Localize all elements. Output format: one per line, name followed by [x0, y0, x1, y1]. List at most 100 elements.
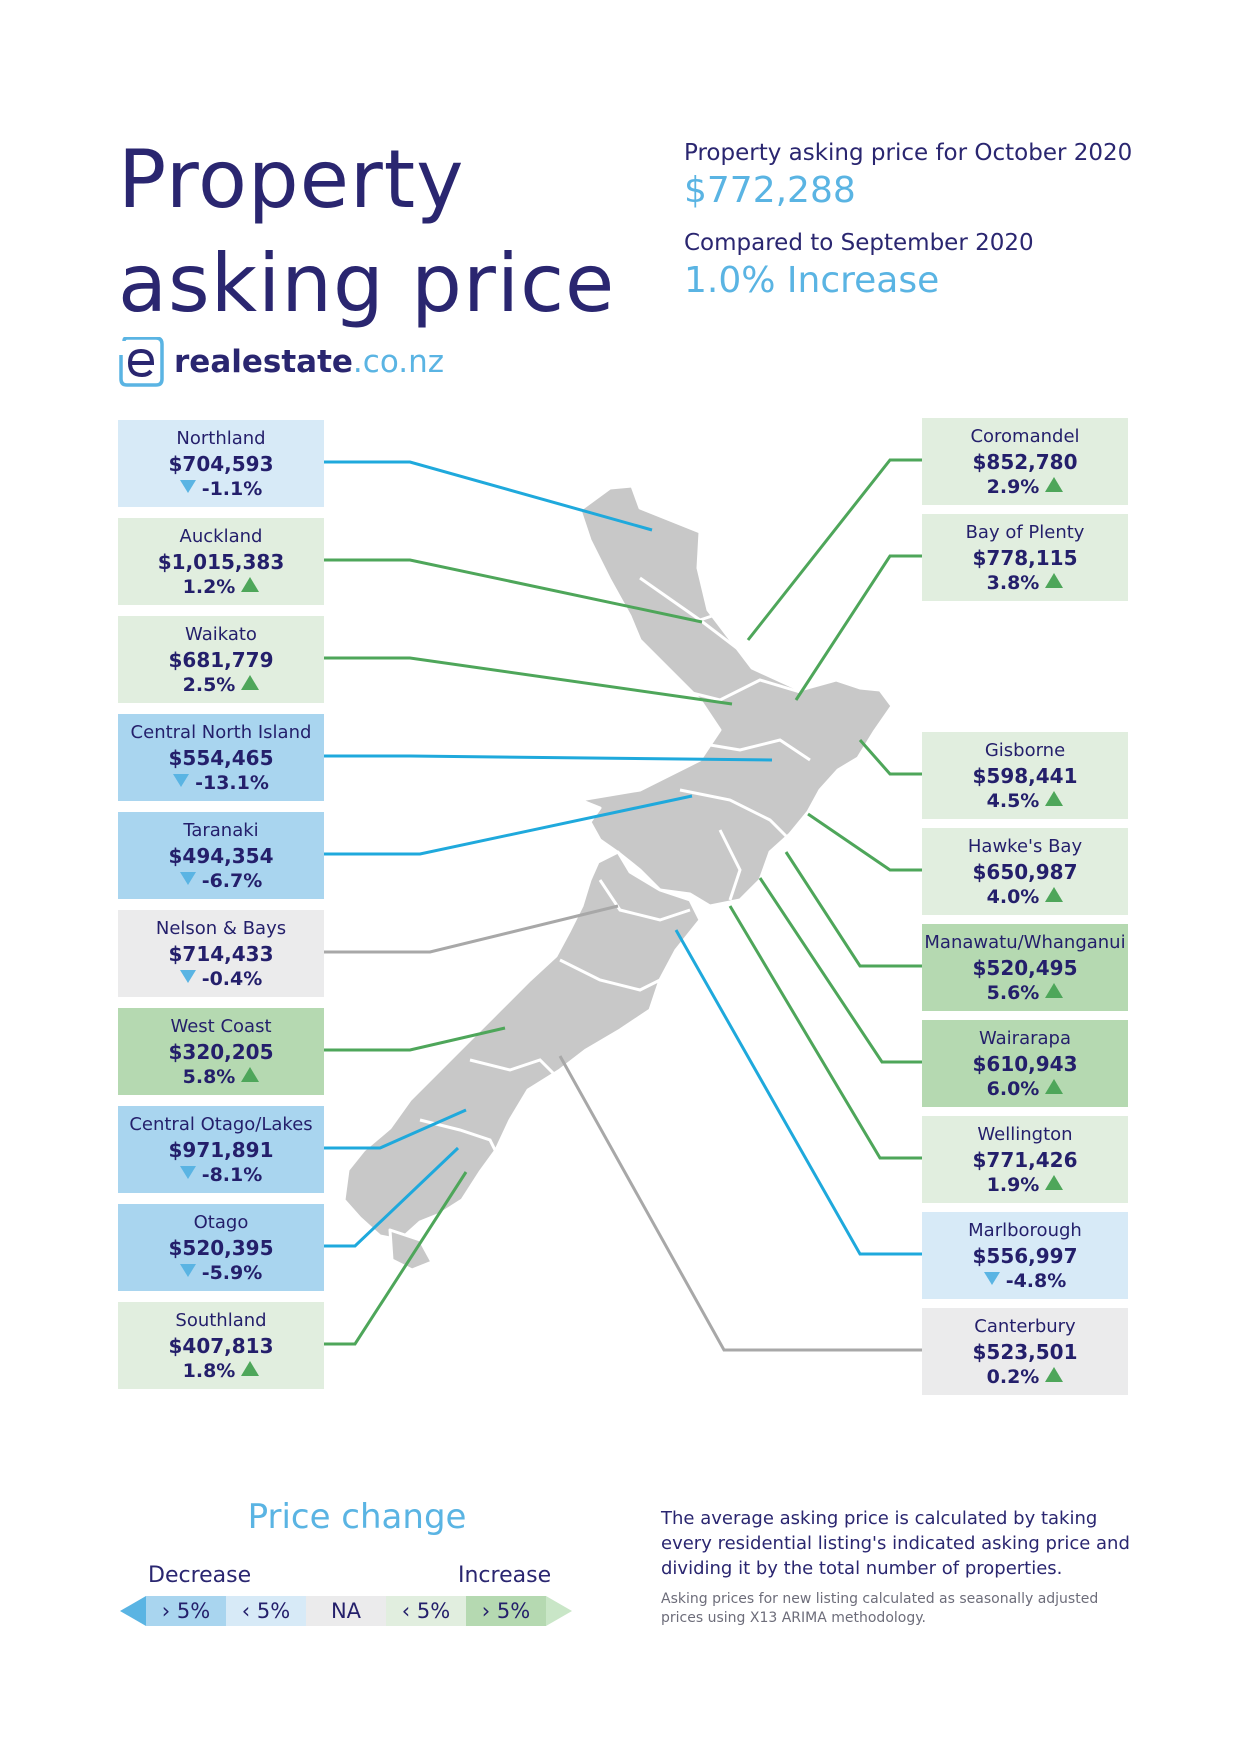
region-price: $704,593 — [168, 452, 274, 476]
region-change: 5.8% — [118, 1065, 324, 1089]
connector-line-manawatu-whanganui — [784, 851, 922, 968]
legend-increase-label: Increase — [458, 1563, 552, 1588]
region-change: 5.6% — [922, 981, 1128, 1005]
region-change-value: 4.0% — [986, 886, 1040, 908]
region-name: Bay of Plenty — [965, 522, 1085, 543]
region-price: $554,465 — [168, 746, 274, 770]
region-change-value: 2.5% — [182, 674, 236, 696]
region-name: Gisborne — [984, 740, 1066, 761]
region-change-value: 2.9% — [986, 476, 1040, 498]
region-name: Central North Island — [130, 722, 312, 743]
region-change-value: 1.2% — [182, 576, 236, 598]
region-change-value: 4.5% — [986, 790, 1040, 812]
region-name: Wellington — [977, 1124, 1073, 1145]
region-name: Coromandel — [970, 426, 1080, 447]
border-wairarapa — [718, 829, 742, 901]
region-price: $714,433 — [168, 942, 274, 966]
region-change: -5.9% — [118, 1261, 324, 1285]
title-line-2: asking price — [118, 237, 616, 330]
connector-line-otago — [324, 1146, 460, 1248]
region-change-value: 5.6% — [986, 982, 1040, 1004]
region-box-marlborough: Marlborough $556,997 -4.8% — [922, 1212, 1128, 1299]
legend-segment-decrease-lt5: ‹ 5% — [226, 1596, 306, 1626]
connector-line-bay-of-plenty — [794, 554, 922, 701]
region-name: Central Otago/Lakes — [129, 1114, 313, 1135]
region-box-central-otago-lakes: Central Otago/Lakes $971,891 -8.1% — [118, 1106, 324, 1193]
region-change-value: 0.2% — [986, 1366, 1040, 1388]
region-box-west-coast: West Coast $320,205 5.8% — [118, 1008, 324, 1095]
region-price: $1,015,383 — [157, 550, 285, 574]
region-box-wellington: Wellington $771,426 1.9% — [922, 1116, 1128, 1203]
region-name: Taranaki — [183, 820, 259, 841]
legend-decrease-label: Decrease — [148, 1563, 252, 1588]
triangle-up-icon — [241, 577, 260, 592]
region-change-value: 5.8% — [182, 1066, 236, 1088]
connector-line-wairarapa — [758, 877, 922, 1064]
region-name: Northland — [176, 428, 266, 449]
methodology-note: The average asking price is calculated b… — [661, 1508, 1130, 1579]
region-change: -8.1% — [118, 1163, 324, 1187]
triangle-down-icon — [179, 480, 196, 493]
border-coromandel — [699, 608, 761, 632]
border-waikato-bop — [679, 678, 801, 702]
brand-logo: realestate.co.nz — [118, 336, 444, 388]
page-title: Property asking price — [118, 128, 615, 336]
region-change-value: 6.0% — [986, 1078, 1040, 1100]
region-change: 3.8% — [922, 571, 1128, 595]
region-price: $556,997 — [972, 1244, 1078, 1268]
region-box-canterbury: Canterbury $523,501 0.2% — [922, 1308, 1128, 1395]
region-change: 4.0% — [922, 885, 1128, 909]
connector-line-auckland — [324, 558, 703, 624]
summary-compare-label: Compared to September 2020 — [684, 230, 1034, 256]
connector-line-wellington — [728, 905, 922, 1160]
region-price: $778,115 — [972, 546, 1078, 570]
region-name: West Coast — [170, 1016, 272, 1037]
region-change-value: -0.4% — [201, 968, 263, 990]
region-box-nelson-bays: Nelson & Bays $714,433 -0.4% — [118, 910, 324, 997]
triangle-up-icon — [1045, 477, 1064, 492]
triangle-up-icon — [1045, 983, 1064, 998]
triangle-down-icon — [179, 1264, 196, 1277]
summary-price-value: $772,288 — [684, 170, 856, 211]
connector-line-gisborne — [858, 739, 922, 776]
region-change-value: -8.1% — [201, 1164, 263, 1186]
region-box-manawatu-whanganui: Manawatu/Whanganui $520,495 5.6% — [922, 924, 1128, 1011]
legend-title: Price change — [247, 1497, 467, 1537]
connector-line-canterbury — [558, 1055, 922, 1352]
region-name: Manawatu/Whanganui — [924, 932, 1126, 953]
region-name: Hawke's Bay — [967, 836, 1083, 857]
north-island-borders — [639, 576, 811, 901]
connector-line-central-north-island — [324, 754, 773, 762]
region-name: Auckland — [179, 526, 263, 547]
triangle-up-icon — [1045, 1079, 1064, 1094]
connector-line-nelson-bays — [324, 904, 619, 954]
triangle-up-icon — [1045, 573, 1064, 588]
connector-line-northland — [324, 460, 653, 532]
region-price: $523,501 — [972, 1340, 1078, 1364]
brand-name: realestate — [174, 344, 353, 380]
triangle-up-icon — [1045, 1367, 1064, 1382]
region-change: -0.4% — [118, 967, 324, 991]
region-box-gisborne: Gisborne $598,441 4.5% — [922, 732, 1128, 819]
south-island-borders — [419, 879, 691, 1161]
region-change-value: 3.8% — [986, 572, 1040, 594]
region-name: Nelson & Bays — [155, 918, 287, 939]
triangle-down-icon — [179, 872, 196, 885]
region-box-otago: Otago $520,395 -5.9% — [118, 1204, 324, 1291]
region-change-value: -13.1% — [195, 772, 269, 794]
region-change-value: -6.7% — [201, 870, 263, 892]
legend-segment-increase-lt5: ‹ 5% — [386, 1596, 466, 1626]
connector-line-west-coast — [324, 1026, 506, 1052]
region-change-value: 1.9% — [986, 1174, 1040, 1196]
legend-scale: › 5% ‹ 5% NA ‹ 5% › 5% — [120, 1596, 572, 1626]
region-change: -6.7% — [118, 869, 324, 893]
region-change: 1.2% — [118, 575, 324, 599]
connector-lines — [324, 458, 922, 1352]
region-change-value: -5.9% — [201, 1262, 263, 1284]
north-island — [578, 484, 894, 908]
legend-segments: › 5% ‹ 5% NA ‹ 5% › 5% — [146, 1596, 546, 1626]
region-price: $320,205 — [168, 1040, 274, 1064]
region-change-value: -1.1% — [201, 478, 263, 500]
region-change: 1.8% — [118, 1359, 324, 1383]
